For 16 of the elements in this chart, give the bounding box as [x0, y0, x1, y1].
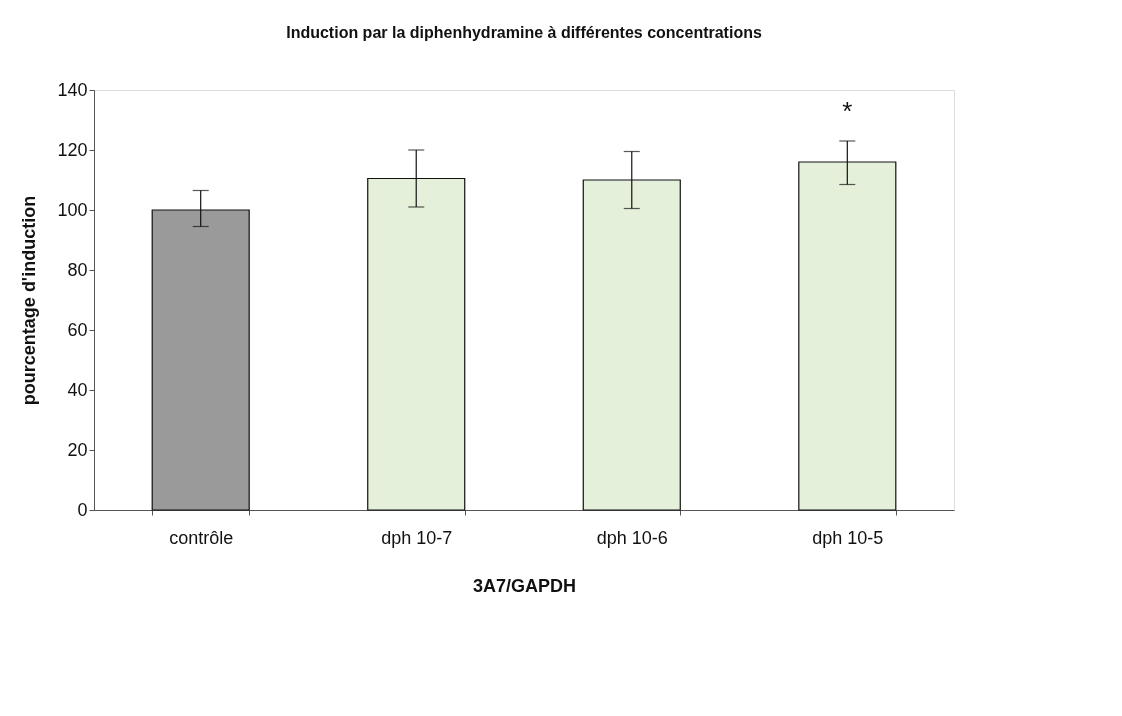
- y-axis-title: pourcentage d'induction: [19, 195, 40, 406]
- annotation: *: [842, 96, 853, 126]
- x-tick-label: dph 10-6: [596, 527, 668, 548]
- y-tick-label: 40: [67, 379, 88, 400]
- x-axis-title: 3A7/GAPDH: [472, 575, 577, 596]
- y-tick-label: 20: [67, 439, 88, 460]
- x-tick-label: dph 10-5: [812, 527, 884, 548]
- x-tick-label: contrôle: [169, 527, 234, 548]
- x-tick-label: dph 10-7: [381, 527, 453, 548]
- y-tick-label: 60: [67, 319, 88, 340]
- y-tick-label: 140: [57, 79, 88, 100]
- y-tick-label: 80: [67, 259, 88, 280]
- y-tick-label: 100: [57, 199, 88, 220]
- y-tick-label: 120: [57, 139, 88, 160]
- y-tick-label: 0: [77, 499, 88, 520]
- chart-title: Induction par la diphenhydramine à différentes concentrations: [286, 24, 762, 41]
